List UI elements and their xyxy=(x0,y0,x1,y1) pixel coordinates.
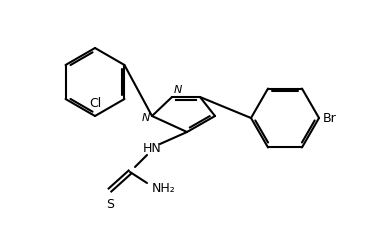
Text: N: N xyxy=(174,85,182,95)
Text: S: S xyxy=(106,198,114,211)
Text: Br: Br xyxy=(323,111,337,124)
Text: HN: HN xyxy=(143,141,161,155)
Text: NH₂: NH₂ xyxy=(152,182,176,195)
Text: N: N xyxy=(142,113,150,123)
Text: Cl: Cl xyxy=(89,97,101,110)
